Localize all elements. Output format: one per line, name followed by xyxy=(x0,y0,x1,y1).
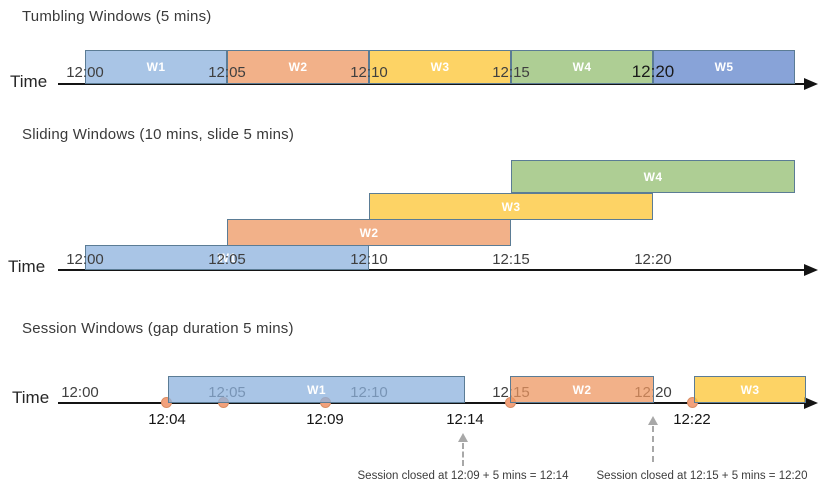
tumbling-tick-1215: 12:15 xyxy=(492,64,530,81)
event-time-label-1209: 12:09 xyxy=(306,411,344,428)
session-window-w3: W3 xyxy=(694,376,806,403)
sliding-tick-1220: 12:20 xyxy=(634,251,672,268)
tumbling-time-axis-label: Time xyxy=(10,72,48,91)
sliding-window-w1: W1 xyxy=(85,245,369,270)
sliding-tick-1205: 12:05 xyxy=(208,251,246,268)
event-time-label-1204: 12:04 xyxy=(148,411,186,428)
tumbling-window-w4: W4 xyxy=(511,50,653,84)
sliding-window-w2: W2 xyxy=(227,219,511,246)
session-window-w1: W1 xyxy=(168,376,465,403)
window-label: W1 xyxy=(217,250,237,265)
tumbling-tick-1220: 12:20 xyxy=(631,62,675,81)
tumbling-window-w2: W2 xyxy=(227,50,369,84)
tumbling-timeline xyxy=(58,83,806,85)
window-label: W3 xyxy=(740,382,760,397)
window-label: W5 xyxy=(714,60,734,74)
session-timeline-arrow-icon xyxy=(804,397,818,409)
annotation-arrow-shaft xyxy=(462,443,464,466)
sliding-window-w3: W3 xyxy=(369,193,653,220)
session-window-w2: W2 xyxy=(510,376,654,403)
session-closed-note-1: Session closed at 12:09 + 5 mins = 12:14 xyxy=(357,470,569,482)
session-timeline xyxy=(58,402,806,404)
window-label: W4 xyxy=(643,169,663,184)
annotation-arrow-up-icon xyxy=(458,433,468,442)
annotation-arrow-up-icon xyxy=(648,416,658,425)
session-title: Session Windows (gap duration 5 mins) xyxy=(22,320,294,337)
tumbling-title: Tumbling Windows (5 mins) xyxy=(22,8,212,25)
session-time-axis-label: Time xyxy=(12,388,50,407)
tumbling-window-w5: W5 xyxy=(653,50,795,84)
annotation-arrow-shaft xyxy=(652,426,654,462)
tumbling-timeline-arrow-icon xyxy=(804,78,818,90)
window-label: W1 xyxy=(307,382,326,397)
event-time-label-1222: 12:22 xyxy=(673,411,711,428)
session-closed-note-2: Session closed at 12:15 + 5 mins = 12:20 xyxy=(596,470,808,482)
window-label: W2 xyxy=(359,225,379,240)
tumbling-window-w1: W1 xyxy=(85,50,227,84)
sliding-timeline-arrow-icon xyxy=(804,264,818,276)
window-label: W2 xyxy=(572,382,592,397)
window-label: W3 xyxy=(430,60,450,74)
window-label: W2 xyxy=(288,60,308,74)
tumbling-window-w3: W3 xyxy=(369,50,511,84)
sliding-title: Sliding Windows (10 mins, slide 5 mins) xyxy=(22,126,295,143)
window-label: W4 xyxy=(572,60,592,74)
session-tick-1200: 12:00 xyxy=(61,384,99,401)
sliding-timeline xyxy=(58,269,806,271)
sliding-tick-1215: 12:15 xyxy=(492,251,530,268)
tumbling-tick-1210: 12:10 xyxy=(350,64,388,81)
sliding-tick-1210: 12:10 xyxy=(350,251,388,268)
tumbling-tick-1200: 12:00 xyxy=(66,64,104,81)
sliding-time-axis-label: Time xyxy=(8,257,46,276)
tumbling-tick-1205: 12:05 xyxy=(208,64,246,81)
sliding-window-w4: W4 xyxy=(511,160,795,193)
window-label: W1 xyxy=(146,60,166,74)
event-time-label-1214: 12:14 xyxy=(446,411,484,428)
sliding-tick-1200: 12:00 xyxy=(66,251,104,268)
window-label: W3 xyxy=(501,199,521,214)
